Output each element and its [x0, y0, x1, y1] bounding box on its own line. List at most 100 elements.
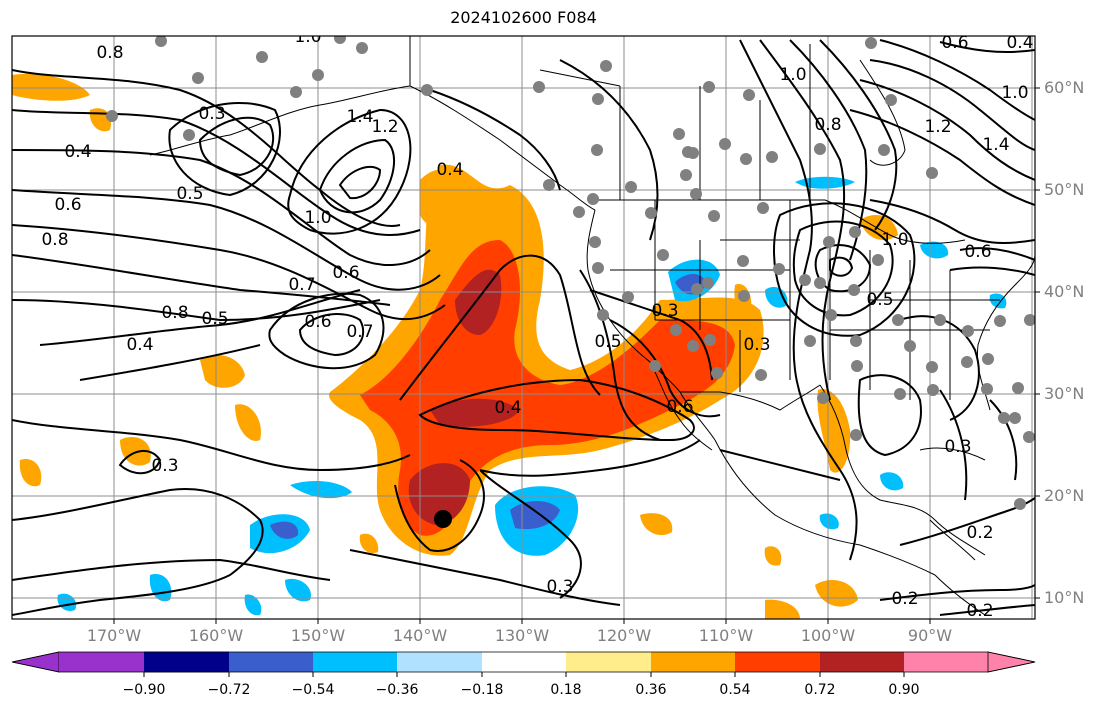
contour-n-3	[579, 269, 661, 441]
contour-label: 1.2	[924, 117, 951, 137]
colorbar-segment	[229, 652, 313, 672]
contour-label: 0.4	[494, 398, 521, 418]
contour-n-1	[559, 59, 659, 241]
contour-label: 0.5	[594, 332, 621, 352]
colorbar-outline	[11, 651, 1036, 673]
shading-nw-corner	[12, 73, 90, 101]
colorbar-segment	[904, 652, 988, 672]
lon-label: 160°W	[188, 626, 244, 645]
contour-label: 0.6	[304, 312, 331, 332]
contour-loop-7	[168, 102, 281, 197]
colorbar-tick-label: 0.18	[550, 682, 582, 698]
mexico-west-coast	[714, 439, 936, 576]
canada-provinces	[539, 44, 811, 200]
contour-w-9	[79, 344, 261, 381]
contour-c-5	[349, 549, 621, 606]
contour-ne-1	[739, 39, 858, 561]
contour-w-7	[12, 299, 381, 322]
contour-se-3	[939, 389, 968, 501]
contour-se-6	[949, 266, 1035, 276]
contour-loop-2	[318, 138, 396, 214]
shading-central-pac-2	[235, 404, 261, 441]
contour-label: 0.3	[198, 104, 225, 124]
contour-lines	[12, 39, 1035, 616]
contour-ne-6	[869, 59, 1035, 151]
station-dots	[106, 36, 1035, 510]
contour-low-2	[792, 220, 894, 317]
shading-south-5	[359, 533, 379, 554]
lon-label: 170°W	[86, 626, 142, 645]
contour-label: 0.6	[666, 397, 693, 417]
map-title: 2024102600 F084	[450, 8, 597, 27]
contour-sw-2	[12, 488, 264, 616]
colorbar-tick-label: 0.54	[719, 682, 751, 698]
colorbar-segment	[482, 652, 566, 672]
shading-darkred-central	[430, 398, 520, 427]
colorbar-segment	[735, 652, 820, 672]
contour-label: 0.3	[286, 15, 313, 35]
colorbar-extend-high	[987, 651, 1036, 673]
lon-label: 100°W	[800, 626, 856, 645]
contour-label: 0.3	[651, 301, 678, 321]
contour-label: 1.4	[982, 135, 1009, 155]
contour-c-4	[479, 469, 582, 599]
contour-n-5	[609, 319, 721, 418]
contour-n-4	[589, 289, 713, 381]
contour-c-6	[12, 558, 331, 581]
colorbar-segment	[397, 652, 482, 672]
contour-ne-10	[939, 41, 1035, 53]
shading-south-3	[764, 546, 782, 566]
contour-label: 0.7	[288, 275, 315, 295]
contour-se-5	[959, 247, 1035, 261]
contour-ne-4	[819, 39, 898, 231]
lon-label: 130°W	[494, 626, 550, 645]
shading-blue-east-us	[920, 241, 949, 259]
colorbar-segment	[820, 652, 904, 672]
contour-label: 0.3	[944, 437, 971, 457]
contour-w-3	[12, 149, 431, 266]
contour-loop-3	[338, 165, 382, 200]
shading-darkred-south	[408, 463, 470, 525]
east-coast	[976, 254, 1035, 411]
central-america	[929, 519, 986, 616]
baja	[649, 361, 716, 451]
colorbar-tick-label: −0.54	[291, 682, 335, 698]
shading-blue-north-central-pac	[290, 480, 352, 499]
contour-low-1	[814, 244, 872, 293]
contour-label: 0.3	[151, 456, 178, 476]
lon-label: 140°W	[392, 626, 448, 645]
contour-c-3	[479, 439, 701, 477]
shading-west-pac	[120, 436, 151, 466]
contour-label: 0.8	[161, 303, 188, 323]
contour-s-1	[879, 584, 1035, 601]
shading-central-pac	[200, 355, 245, 388]
contour-label: 1.0	[304, 208, 331, 228]
colorbar-extend-low	[11, 651, 60, 673]
map-area: 0.8 1.0 0.3 0.4 1.4 1.2 0.5 0.6 0.8 1.0 …	[12, 15, 1035, 619]
colorbar-tick-label: −0.18	[460, 682, 504, 698]
contour-w-5	[12, 224, 446, 321]
bc-coast	[409, 85, 596, 211]
contour-ne-7	[859, 79, 1035, 181]
colorbar-segment	[313, 652, 397, 672]
contour-label: 1.2	[371, 117, 398, 137]
contour-label: 0.7	[346, 322, 373, 342]
positive-anomaly-shading	[12, 73, 898, 619]
contour-loop-5	[298, 313, 365, 357]
contour-label: 1.0	[881, 230, 908, 250]
lon-label: 150°W	[290, 626, 346, 645]
shading-blue-northeast	[989, 293, 1007, 309]
contour-low-4	[829, 256, 854, 277]
hudson-bay	[859, 59, 906, 166]
lat-label: 50°N	[1044, 180, 1085, 199]
contour-c-1	[418, 378, 695, 442]
contour-label: 0.4	[436, 160, 463, 180]
contour-s-3	[939, 604, 1035, 616]
contour-loop-6	[198, 116, 275, 177]
contour-label: 0.4	[126, 335, 153, 355]
contour-label: 1.0	[294, 27, 321, 47]
us-mexico-border	[680, 384, 821, 411]
map-frame	[11, 35, 1036, 620]
shading-blue-carib	[880, 472, 904, 491]
